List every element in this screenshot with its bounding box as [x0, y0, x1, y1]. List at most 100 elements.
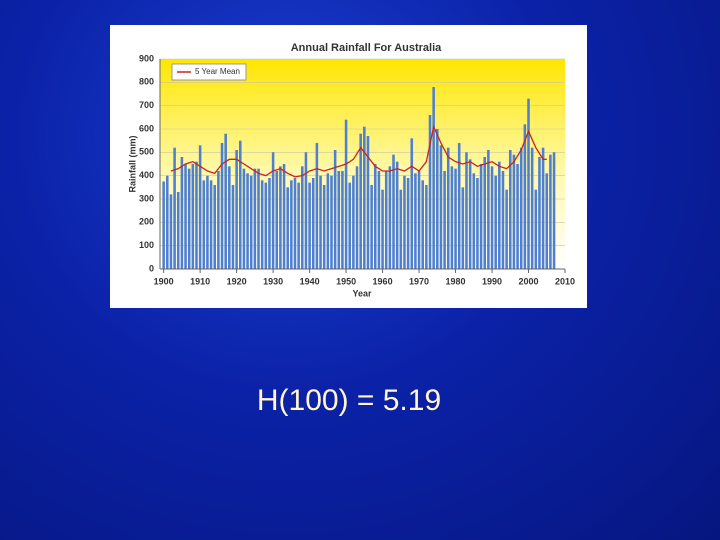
y-tick-label: 600 [139, 123, 154, 133]
bar [228, 166, 231, 269]
bar [224, 133, 227, 269]
bar [268, 178, 271, 269]
y-tick-label: 300 [139, 193, 154, 203]
bar [512, 154, 516, 269]
bar [370, 185, 373, 269]
bar [483, 157, 487, 269]
bar [330, 175, 333, 269]
bar [446, 147, 450, 269]
x-tick-label: 1970 [409, 276, 429, 286]
bar [162, 181, 165, 269]
bar [439, 145, 443, 269]
y-tick-label: 100 [139, 240, 154, 250]
x-tick-label: 2000 [518, 276, 538, 286]
bar [373, 164, 377, 269]
bar [443, 171, 446, 269]
bar [166, 175, 169, 269]
bar [490, 166, 494, 269]
x-tick-label: 1940 [300, 276, 320, 286]
bar [191, 164, 195, 269]
bar [377, 171, 381, 269]
bar [363, 126, 366, 270]
bar [534, 189, 538, 269]
caption: H(100) = 5.19 [256, 384, 442, 417]
bar [209, 180, 213, 269]
bar [403, 175, 406, 269]
chart-title: Annual Rainfall For Australia [291, 42, 442, 54]
bar [293, 178, 297, 269]
bar [461, 187, 465, 269]
x-axis-label: Year [352, 288, 372, 298]
bar [538, 157, 541, 269]
bar [271, 152, 275, 269]
bar [260, 180, 264, 269]
bar [202, 180, 206, 269]
bar [279, 166, 282, 269]
bar [322, 185, 326, 269]
bar [187, 168, 191, 269]
bar [366, 136, 370, 269]
y-tick-label: 900 [139, 53, 154, 63]
bar [246, 173, 249, 269]
bar [454, 168, 457, 269]
bar [315, 143, 319, 269]
x-tick-label: 1960 [373, 276, 393, 286]
bar [311, 178, 315, 269]
bar [253, 168, 257, 269]
bar [432, 87, 435, 269]
bar [249, 175, 253, 269]
bar [176, 192, 180, 269]
bar [395, 161, 399, 269]
y-tick-label: 200 [139, 217, 154, 227]
bar [545, 173, 549, 269]
plot-area [160, 59, 565, 269]
bar [301, 166, 304, 269]
bar [184, 164, 187, 269]
legend-label: 5 Year Mean [195, 67, 240, 76]
bar [501, 171, 505, 269]
bar [341, 171, 344, 269]
bar [523, 124, 527, 269]
bar [505, 189, 508, 269]
bar [264, 182, 268, 269]
bar [421, 180, 424, 269]
y-tick-label: 0 [149, 263, 154, 273]
bar [384, 171, 388, 269]
bar [516, 164, 519, 269]
bar [319, 175, 322, 269]
bar [297, 182, 300, 269]
bar [457, 143, 461, 269]
x-tick-label: 1980 [446, 276, 466, 286]
x-tick-label: 1910 [190, 276, 210, 286]
bar [242, 168, 246, 269]
bar [359, 133, 362, 269]
x-tick-label: 1920 [227, 276, 247, 286]
bar [465, 152, 468, 269]
bar [282, 164, 286, 269]
bar [290, 180, 293, 269]
bar [381, 189, 384, 269]
x-tick-label: 1950 [336, 276, 356, 286]
bar [530, 147, 534, 269]
bar [428, 115, 432, 269]
x-tick-label: 1930 [263, 276, 283, 286]
bar [355, 166, 359, 269]
bar [436, 129, 439, 269]
bar [552, 152, 556, 269]
bar [519, 147, 523, 269]
x-tick-label: 1900 [154, 276, 174, 286]
bar [220, 143, 224, 269]
bar [238, 140, 242, 269]
bar [257, 168, 260, 269]
bar [169, 194, 173, 269]
bar [286, 187, 289, 269]
x-tick-label: 1990 [482, 276, 502, 286]
bar [326, 173, 330, 269]
bar [410, 138, 414, 269]
bar [494, 175, 497, 269]
bar [333, 150, 337, 269]
y-tick-label: 500 [139, 147, 154, 157]
x-tick-label: 2010 [555, 276, 575, 286]
bar [180, 157, 184, 269]
